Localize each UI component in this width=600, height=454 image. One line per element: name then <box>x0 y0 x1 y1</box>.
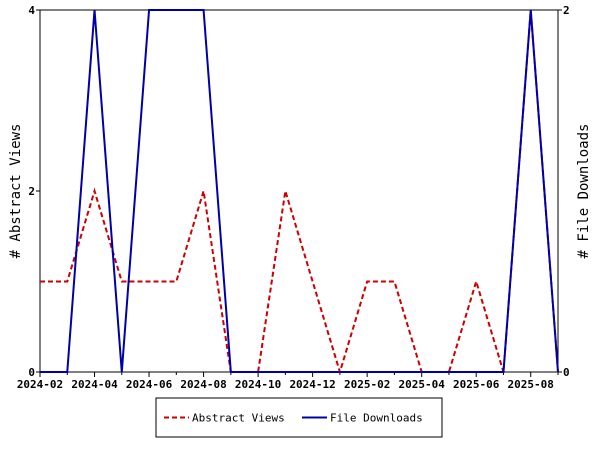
x-tick-label: 2025-06 <box>453 378 500 391</box>
y2-axis-title: # File Downloads <box>576 124 592 259</box>
y2-tick-label: 2 <box>563 4 570 17</box>
x-tick-label: 2024-08 <box>180 378 226 391</box>
x-tick-label: 2024-04 <box>71 378 118 391</box>
x-tick-label: 2025-04 <box>399 378 446 391</box>
x-tick-label: 2025-08 <box>508 378 554 391</box>
legend-label: File Downloads <box>330 412 423 425</box>
y2-tick-label: 0 <box>563 366 570 379</box>
y-tick-label: 4 <box>28 4 35 17</box>
legend-box <box>155 397 443 438</box>
series-line <box>40 9 559 373</box>
x-tick-label: 2024-10 <box>235 378 281 391</box>
y-tick-label: 0 <box>28 366 35 379</box>
x-tick-label: 2024-06 <box>126 378 173 391</box>
series-line <box>40 9 559 376</box>
y-tick-label: 2 <box>28 185 35 198</box>
x-tick-label: 2024-02 <box>17 378 63 391</box>
y-axis-title: # Abstract Views <box>8 124 24 259</box>
legend-label: Abstract Views <box>192 412 285 425</box>
x-tick-label: 2024-12 <box>289 378 335 391</box>
x-tick-label: 2025-02 <box>344 378 390 391</box>
